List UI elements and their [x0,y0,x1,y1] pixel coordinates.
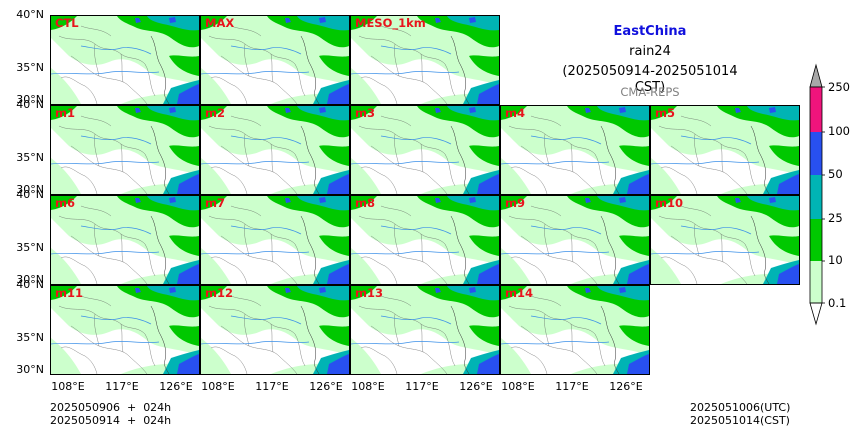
map-panel-m13: m13 [350,285,500,375]
panel-label: m3 [355,106,375,120]
panel-label: m10 [655,196,683,210]
lat-tick-label: 30°N [16,93,44,106]
panel-label: m13 [355,286,383,300]
lon-tick-label: 108°E [351,380,385,393]
colorbar-label-0-1: 0.1 [828,296,847,310]
variable-title: rain24 [629,44,671,59]
map-panel-m12: m12 [200,285,350,375]
colorbar-bin-25 [810,219,822,261]
rain-map [201,286,349,374]
panel-label: MAX [205,16,235,30]
lon-tick-label: 117°E [105,380,139,393]
lat-tick-label: 40°N [16,278,44,291]
panel-label: m7 [205,196,225,210]
lat-tick-label: 35°N [16,61,44,74]
source-label: CMA-REPS [620,85,680,99]
colorbar-label-100: 100 [828,124,850,138]
map-panel-m4: m4 [500,105,650,195]
map-panel-m6: m6 [50,195,200,285]
panel-label: m14 [505,286,533,300]
map-panel-m1: m1 [50,105,200,195]
rain-map [51,286,199,374]
rain-map [351,106,499,194]
map-panel-m7: m7 [200,195,350,285]
lat-tick-label: 40°N [16,188,44,201]
init-time-line-1: 2025050906 + 024h [50,401,172,414]
lon-tick-label: 126°E [159,380,193,393]
panel-label: m5 [655,106,675,120]
colorbar [809,63,825,326]
panel-label: m9 [505,196,525,210]
lon-tick-label: 108°E [201,380,235,393]
colorbar-label-50: 50 [828,167,843,181]
colorbar-bottom-arrow [809,302,823,326]
rain-map [201,196,349,284]
map-panel-meso-1km: MESO_1km [350,15,500,105]
valid-time-cst: 2025051014(CST) [690,414,790,427]
period-title: (2025050914-2025051014 CST) [562,64,738,95]
rain-map [351,286,499,374]
lon-tick-label: 108°E [501,380,535,393]
panel-label: m2 [205,106,225,120]
rain-map [51,196,199,284]
lat-tick-label: 40°N [16,98,44,111]
map-panel-m14: m14 [500,285,650,375]
valid-time-utc: 2025051006(UTC) [690,401,791,414]
panel-label: m4 [505,106,525,120]
rain-map [651,196,799,284]
lat-tick-label: 30°N [16,363,44,376]
rain-map [51,106,199,194]
lon-tick-label: 126°E [609,380,643,393]
lat-tick-label: 35°N [16,331,44,344]
lat-tick-label: 30°N [16,183,44,196]
lon-tick-label: 108°E [51,380,85,393]
rain-map [501,196,649,284]
map-panel-m5: m5 [650,105,800,195]
init-time-line-2: 2025050914 + 024h [50,414,172,427]
panel-label: m12 [205,286,233,300]
colorbar-label-25: 25 [828,211,843,225]
lon-tick-label: 126°E [309,380,343,393]
rain-map [501,106,649,194]
lon-tick-label: 126°E [459,380,493,393]
lat-tick-label: 30°N [16,273,44,286]
rain-map [201,16,349,104]
panel-label: MESO_1km [355,16,426,30]
lon-tick-label: 117°E [555,380,589,393]
lon-tick-label: 117°E [405,380,439,393]
map-panel-m3: m3 [350,105,500,195]
rain-map [501,286,649,374]
colorbar-top-arrow [809,63,823,88]
rain-map [201,106,349,194]
map-panel-ctl: CTL [50,15,200,105]
lat-tick-label: 35°N [16,151,44,164]
region-title: EastChina [613,24,687,39]
rain-map [651,106,799,194]
map-panel-m2: m2 [200,105,350,195]
map-panel-m9: m9 [500,195,650,285]
lat-tick-label: 40°N [16,8,44,21]
map-panel-max: MAX [200,15,350,105]
panel-label: m11 [55,286,83,300]
rain-map [351,196,499,284]
lon-tick-label: 117°E [255,380,289,393]
colorbar-bin-10 [810,261,822,303]
colorbar-label-250: 250 [828,80,850,94]
rain-map [51,16,199,104]
panel-label: CTL [55,16,79,30]
lat-tick-label: 35°N [16,241,44,254]
colorbar-label-10: 10 [828,253,843,267]
panel-label: m8 [355,196,375,210]
panel-label: m6 [55,196,75,210]
colorbar-bin-50 [810,175,822,219]
rain-map [351,16,499,104]
colorbar-bin-250 [810,87,822,132]
map-panel-m11: m11 [50,285,200,375]
colorbar-bin-100 [810,132,822,175]
map-panel-m10: m10 [650,195,800,285]
panel-label: m1 [55,106,75,120]
map-panel-m8: m8 [350,195,500,285]
